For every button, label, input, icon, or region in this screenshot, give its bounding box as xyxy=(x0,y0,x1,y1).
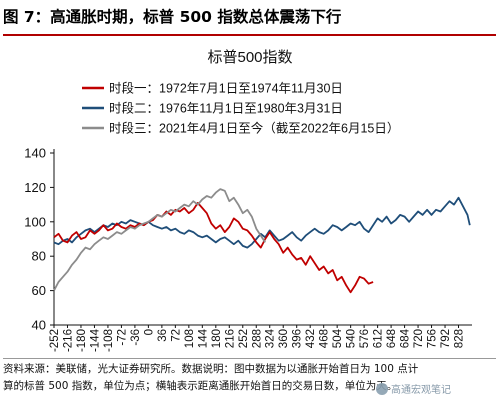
line-chart: 标普500指数 时段一：1972年7月1日至1974年11月30日时段二：197… xyxy=(24,49,472,352)
source-note-line-1: 资料来源：美联储，光大证券研究所。数据说明：图中数据为以通胀开始首日为 100 … xyxy=(3,363,419,375)
y-tick-label: 100 xyxy=(24,214,46,229)
watermark: 高通宏观笔记 xyxy=(376,381,451,396)
x-tick-label: 252 xyxy=(238,329,250,348)
x-tick-label: 180 xyxy=(211,329,223,348)
x-tick-label: 432 xyxy=(305,329,317,348)
legend-label-1: 时段一：1972年7月1日至1974年11月30日 xyxy=(109,81,343,96)
x-tick-label: 72 xyxy=(170,329,182,342)
x-tick-label: 108 xyxy=(184,329,196,348)
x-tick-label: 792 xyxy=(440,329,452,348)
x-tick-label: 684 xyxy=(400,328,412,348)
axes: 40 60 80 100 120 140 -252 -216 -180 -144 -108 -72 -3… xyxy=(24,146,472,352)
x-tick-label: -108 xyxy=(103,329,115,352)
series-line-3 xyxy=(53,188,266,292)
legend-label-3: 时段三：2021年4月1日至今（截至2022年6月15日） xyxy=(109,121,399,136)
legend-label-2: 时段二：1976年11月1日至1980年3月31日 xyxy=(109,101,343,116)
x-tick-label: 360 xyxy=(278,329,290,348)
x-tick-label: 720 xyxy=(413,329,425,348)
x-tick-label: 396 xyxy=(292,329,304,348)
watermark-text: 高通宏观笔记 xyxy=(391,385,451,396)
series-group xyxy=(53,188,471,294)
series-line-1 xyxy=(53,202,374,294)
legend: 时段一：1972年7月1日至1974年11月30日时段二：1976年11月1日至… xyxy=(82,81,399,136)
x-tick-label: -216 xyxy=(62,329,74,352)
figure-title: 图 7：高通胀时期，标普 500 指数总体震荡下行 xyxy=(3,2,496,36)
x-tick-label: -144 xyxy=(89,328,101,352)
x-tick-label: 756 xyxy=(427,329,439,348)
x-tick-label: -180 xyxy=(76,329,88,352)
x-tick-label: 36 xyxy=(157,329,169,342)
x-tick-label: 144 xyxy=(197,328,209,348)
x-tick-label: 828 xyxy=(454,329,466,348)
x-tick-label: 468 xyxy=(319,329,331,348)
chart-title: 标普500指数 xyxy=(207,49,292,66)
y-tick-label: 80 xyxy=(32,249,46,264)
x-tick-label: 612 xyxy=(373,329,385,348)
x-tick-label: 288 xyxy=(251,329,263,348)
wechat-icon xyxy=(376,383,388,395)
x-tick-label: 0 xyxy=(143,329,155,335)
x-tick-label: 576 xyxy=(359,329,371,348)
x-tick-label: 504 xyxy=(332,328,344,348)
series-line-2 xyxy=(53,196,471,249)
x-tick-label: 648 xyxy=(386,329,398,348)
x-tick-label: 540 xyxy=(346,329,358,348)
y-tick-label: 140 xyxy=(24,146,46,161)
y-tick-label: 120 xyxy=(24,180,46,195)
y-tick-label: 40 xyxy=(32,318,46,333)
x-tick-label: -72 xyxy=(116,329,128,346)
source-note: 资料来源：美联储，光大证券研究所。数据说明：图中数据为以通胀开始首日为 100 … xyxy=(3,358,496,395)
x-tick-label: -252 xyxy=(49,329,61,352)
x-tick-label: 216 xyxy=(224,329,236,348)
y-tick-label: 60 xyxy=(32,283,46,298)
x-tick-label: -36 xyxy=(130,329,142,346)
source-note-line-2: 算的标普 500 指数，单位为点；横轴表示距离通胀开始首日的交易日数，单位为天。 xyxy=(3,380,398,392)
x-tick-label: 324 xyxy=(265,328,277,348)
